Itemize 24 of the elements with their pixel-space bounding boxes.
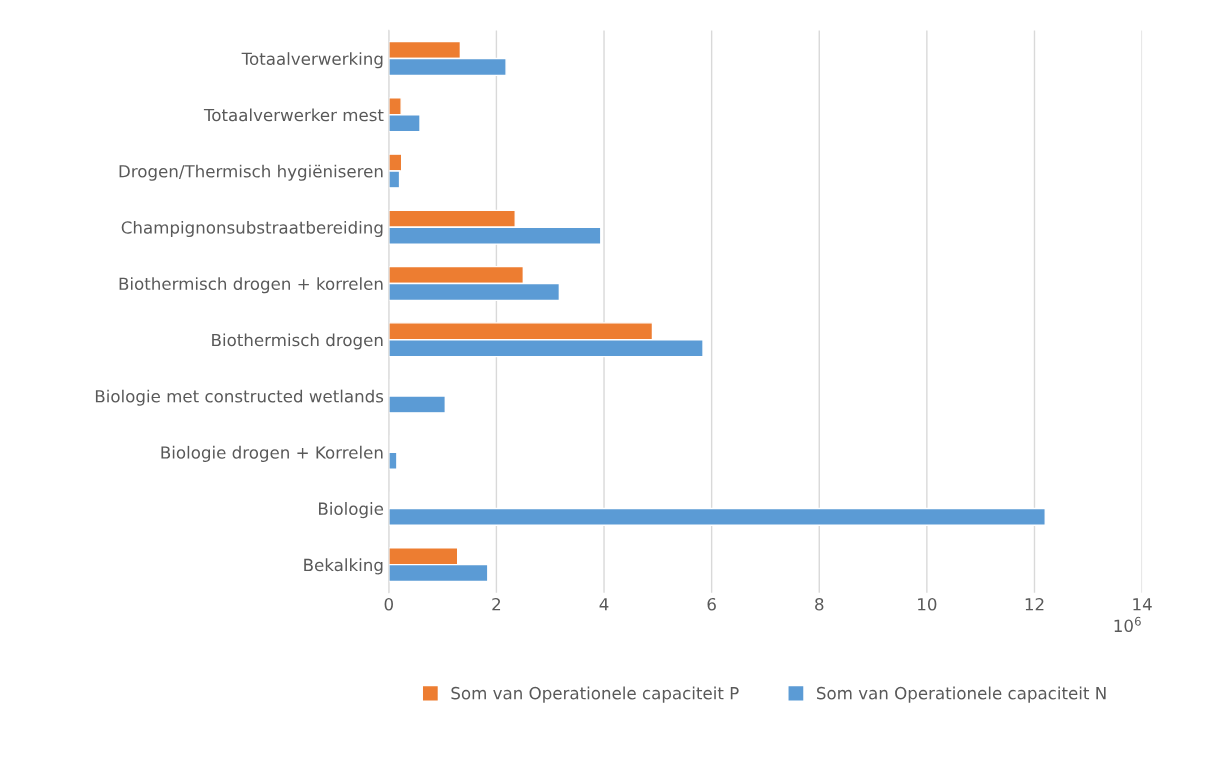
x-tick-label: 8 <box>815 597 824 611</box>
y-tick-label: Drogen/Thermisch hygiëniseren <box>119 164 383 181</box>
bar <box>388 395 446 414</box>
y-tick-label: Biothermisch drogen + korrelen <box>119 277 383 294</box>
y-tick-label: Totaalverwerker mest <box>203 108 384 122</box>
x-tick-label: 4 <box>599 598 609 611</box>
y-tick-label: Biologie <box>319 502 384 519</box>
y-tick-label: Bekalking <box>304 558 383 575</box>
x-tick-label: 0 <box>384 597 393 611</box>
y-tick-label: Biologie drogen + Korrelen <box>161 445 383 462</box>
bar <box>388 507 1046 527</box>
bar <box>388 451 398 470</box>
y-tick-label: Biologie met constructed wetlands <box>95 389 384 406</box>
x-tick-label: 6 <box>707 597 716 611</box>
x-axis-title: 10$^{6}$ <box>1114 616 1141 633</box>
x-tick-label: 10 <box>918 597 937 611</box>
x-tick-label: 2 <box>492 597 501 611</box>
y-tick-label: Biothermisch drogen <box>212 333 383 350</box>
y-tick-label: Totaalverwerking <box>241 52 383 69</box>
x-tick-label: 12 <box>1025 597 1044 611</box>
x-tick-label: 14 <box>1133 598 1152 611</box>
legend-label: Som van Operationele capaciteit N <box>817 686 1106 703</box>
y-tick-label: Champignonsubstraatbereiding <box>121 220 383 238</box>
legend-label: Som van Operationele capaciteit P <box>451 686 739 703</box>
